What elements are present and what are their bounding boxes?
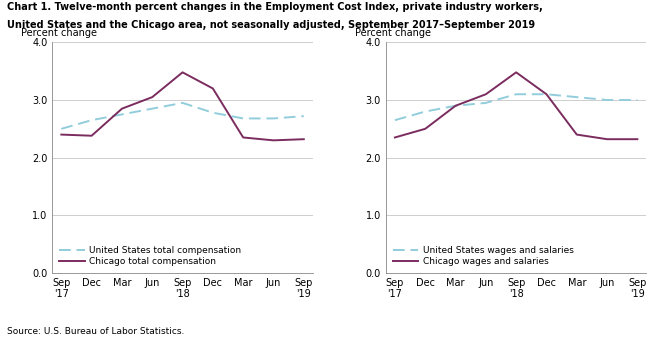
United States wages and salaries <box>633 98 641 102</box>
United States wages and salaries <box>512 92 520 96</box>
United States total compensation <box>300 114 308 118</box>
United States total compensation <box>209 111 217 115</box>
United States total compensation <box>88 118 95 122</box>
United States wages and salaries <box>452 104 460 108</box>
Line: Chicago total compensation: Chicago total compensation <box>61 72 304 140</box>
Line: United States total compensation: United States total compensation <box>61 103 304 129</box>
Chicago total compensation <box>209 86 217 91</box>
Chicago wages and salaries <box>452 104 460 108</box>
Chicago wages and salaries <box>512 70 520 74</box>
United States total compensation <box>57 127 65 131</box>
Text: Percent change: Percent change <box>355 28 430 38</box>
Chicago total compensation <box>270 138 278 142</box>
Line: Chicago wages and salaries: Chicago wages and salaries <box>395 72 637 139</box>
Text: Percent change: Percent change <box>21 28 97 38</box>
Chicago wages and salaries <box>603 137 611 141</box>
Legend: United States total compensation, Chicago total compensation: United States total compensation, Chicag… <box>59 246 241 266</box>
Chicago total compensation <box>148 95 156 99</box>
United States total compensation <box>239 116 247 120</box>
Text: Source: U.S. Bureau of Labor Statistics.: Source: U.S. Bureau of Labor Statistics. <box>7 326 184 336</box>
United States total compensation <box>179 101 187 105</box>
Text: Chart 1. Twelve-month percent changes in the Employment Cost Index, private indu: Chart 1. Twelve-month percent changes in… <box>7 2 542 12</box>
Chicago wages and salaries <box>421 127 429 131</box>
Chicago total compensation <box>179 70 187 74</box>
United States total compensation <box>118 113 126 117</box>
Line: United States wages and salaries: United States wages and salaries <box>395 94 637 120</box>
Chicago total compensation <box>57 133 65 137</box>
Chicago wages and salaries <box>391 135 399 140</box>
Chicago total compensation <box>88 134 95 138</box>
Text: United States and the Chicago area, not seasonally adjusted, September 2017–Sept: United States and the Chicago area, not … <box>7 20 535 30</box>
United States wages and salaries <box>573 95 581 99</box>
Chicago total compensation <box>300 137 308 141</box>
United States wages and salaries <box>482 101 490 105</box>
Chicago total compensation <box>118 106 126 111</box>
Legend: United States wages and salaries, Chicago wages and salaries: United States wages and salaries, Chicag… <box>393 246 573 266</box>
United States wages and salaries <box>421 109 429 114</box>
Chicago total compensation <box>239 135 247 140</box>
United States wages and salaries <box>391 118 399 122</box>
Chicago wages and salaries <box>573 133 581 137</box>
Chicago wages and salaries <box>482 92 490 96</box>
United States wages and salaries <box>543 92 550 96</box>
Chicago wages and salaries <box>633 137 641 141</box>
United States total compensation <box>270 116 278 120</box>
United States total compensation <box>148 106 156 111</box>
United States wages and salaries <box>603 98 611 102</box>
Chicago wages and salaries <box>543 92 550 96</box>
